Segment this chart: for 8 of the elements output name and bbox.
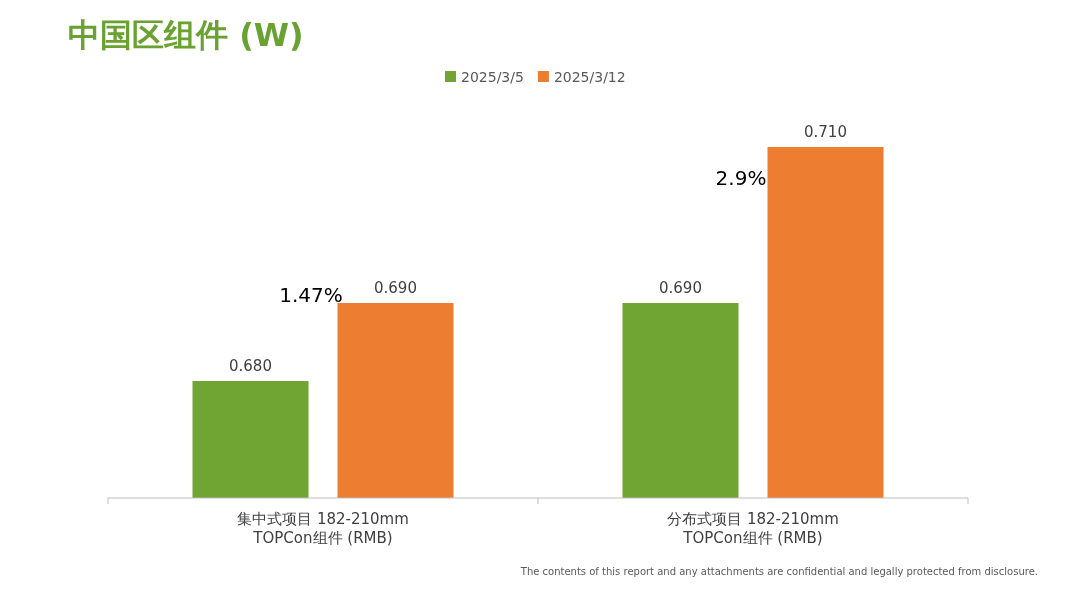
- text: The contents of this report and any attachments are confidential and legally protected from disclosure.: [519, 566, 1038, 577]
- legend-label: 2025/3/12: [553, 69, 626, 85]
- legend-label: 2025/3/5: [461, 69, 524, 85]
- chart-title: 中国区组件 (W): [68, 16, 304, 54]
- x-tick-label: 集中式项目 182-210mm TOPCon组件 (RMB): [237, 510, 409, 547]
- annotation: 2.9%: [715, 166, 767, 190]
- x-tick-label: 分布式项目 182-210mm TOPCon组件 (RMB): [667, 510, 839, 547]
- annotation: 1.47%: [279, 283, 343, 307]
